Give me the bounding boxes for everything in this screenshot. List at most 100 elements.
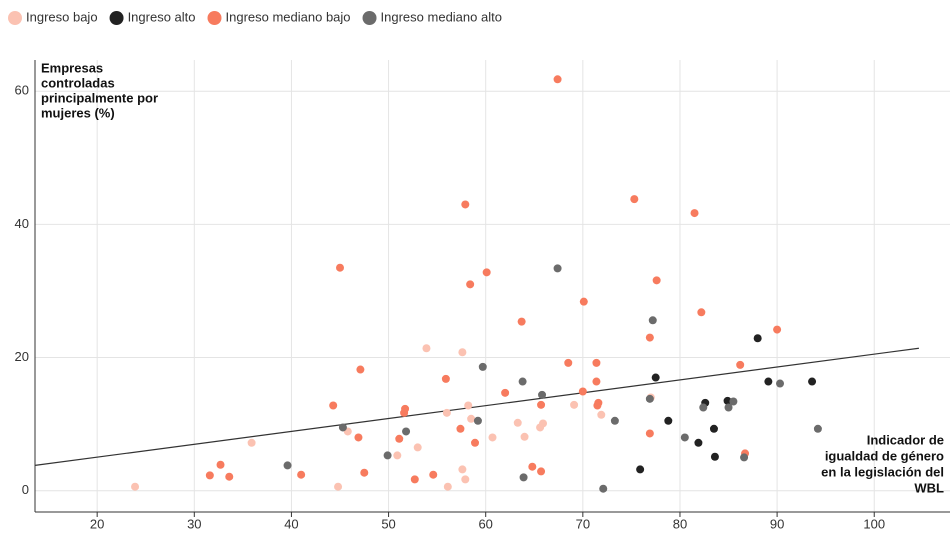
point [553, 264, 562, 273]
point [636, 465, 645, 474]
point [680, 433, 689, 442]
point [466, 280, 475, 289]
point [471, 438, 480, 447]
point [564, 358, 573, 367]
legend-label: Ingreso bajo [26, 9, 98, 24]
point [422, 344, 431, 353]
point [709, 424, 718, 433]
point [740, 453, 749, 462]
point [336, 263, 344, 272]
point [813, 424, 822, 433]
point [592, 377, 601, 386]
legend-swatch [362, 11, 377, 25]
legend-label: Ingreso mediano alto [381, 9, 502, 24]
point [599, 484, 608, 493]
x-tick-label: 20 [90, 516, 104, 531]
y-tick-label: 0 [22, 482, 29, 497]
x-tick-label: 90 [770, 516, 784, 531]
point [501, 388, 510, 397]
point [383, 451, 392, 460]
point [442, 408, 451, 417]
point [482, 268, 491, 277]
point [297, 470, 306, 479]
point [518, 377, 527, 386]
point [461, 475, 470, 484]
point [645, 394, 654, 403]
point [645, 333, 654, 342]
point [553, 75, 562, 84]
point [464, 401, 473, 410]
trendline [34, 347, 919, 466]
point [694, 438, 703, 447]
point [539, 419, 548, 428]
point [456, 424, 465, 433]
x-axis-label: Indicador de [867, 432, 944, 447]
point [664, 416, 673, 425]
point [513, 418, 522, 427]
point [519, 473, 528, 482]
point [776, 379, 785, 388]
point [283, 461, 292, 470]
point [225, 472, 234, 481]
point [537, 467, 546, 476]
x-tick-label: 70 [576, 516, 590, 531]
point [443, 482, 452, 491]
point [537, 400, 546, 409]
point [461, 200, 470, 209]
x-axis-label: igualdad de género [825, 448, 944, 463]
point [478, 362, 487, 371]
x-tick-label: 60 [478, 516, 492, 531]
legend-label: Ingreso mediano bajo [226, 9, 351, 24]
point [690, 209, 699, 218]
point [710, 452, 719, 461]
point [652, 276, 661, 285]
legend-label: Ingreso alto [128, 9, 196, 24]
point [458, 465, 467, 474]
point [429, 470, 438, 479]
y-axis-label: mujeres (%) [41, 105, 115, 120]
y-tick-label: 60 [15, 83, 29, 98]
point [538, 390, 547, 399]
y-axis-label: controladas [41, 75, 115, 90]
point [578, 387, 587, 396]
point [517, 317, 526, 326]
x-tick-label: 100 [863, 516, 885, 531]
point [413, 443, 422, 452]
y-tick-label: 40 [15, 216, 29, 231]
x-axis-label: WBL [914, 480, 944, 495]
point [528, 462, 537, 471]
point [697, 308, 706, 317]
point [338, 423, 347, 432]
point [354, 433, 363, 442]
x-tick-label: 80 [673, 516, 687, 531]
point [592, 358, 601, 367]
point [808, 377, 817, 386]
point [597, 410, 606, 419]
point [410, 475, 419, 484]
point [216, 460, 225, 469]
point [329, 401, 338, 410]
point [723, 396, 732, 405]
legend-swatch [8, 11, 22, 25]
point [488, 433, 497, 442]
point [610, 416, 619, 425]
point [360, 468, 369, 477]
x-axis-label: en la legislación del [821, 464, 944, 479]
point [753, 334, 762, 343]
x-tick-label: 30 [187, 516, 201, 531]
x-tick-label: 40 [284, 516, 298, 531]
point [773, 325, 782, 334]
point [645, 429, 654, 438]
point [467, 414, 476, 423]
y-axis-label: principalmente por [41, 90, 158, 105]
point [648, 316, 657, 325]
point [570, 400, 579, 409]
legend-swatch [109, 11, 124, 25]
point [473, 416, 482, 425]
x-tick-label: 50 [381, 516, 395, 531]
point [334, 482, 343, 491]
point [651, 373, 660, 382]
point [205, 471, 214, 480]
point [593, 401, 602, 410]
point [441, 374, 450, 383]
